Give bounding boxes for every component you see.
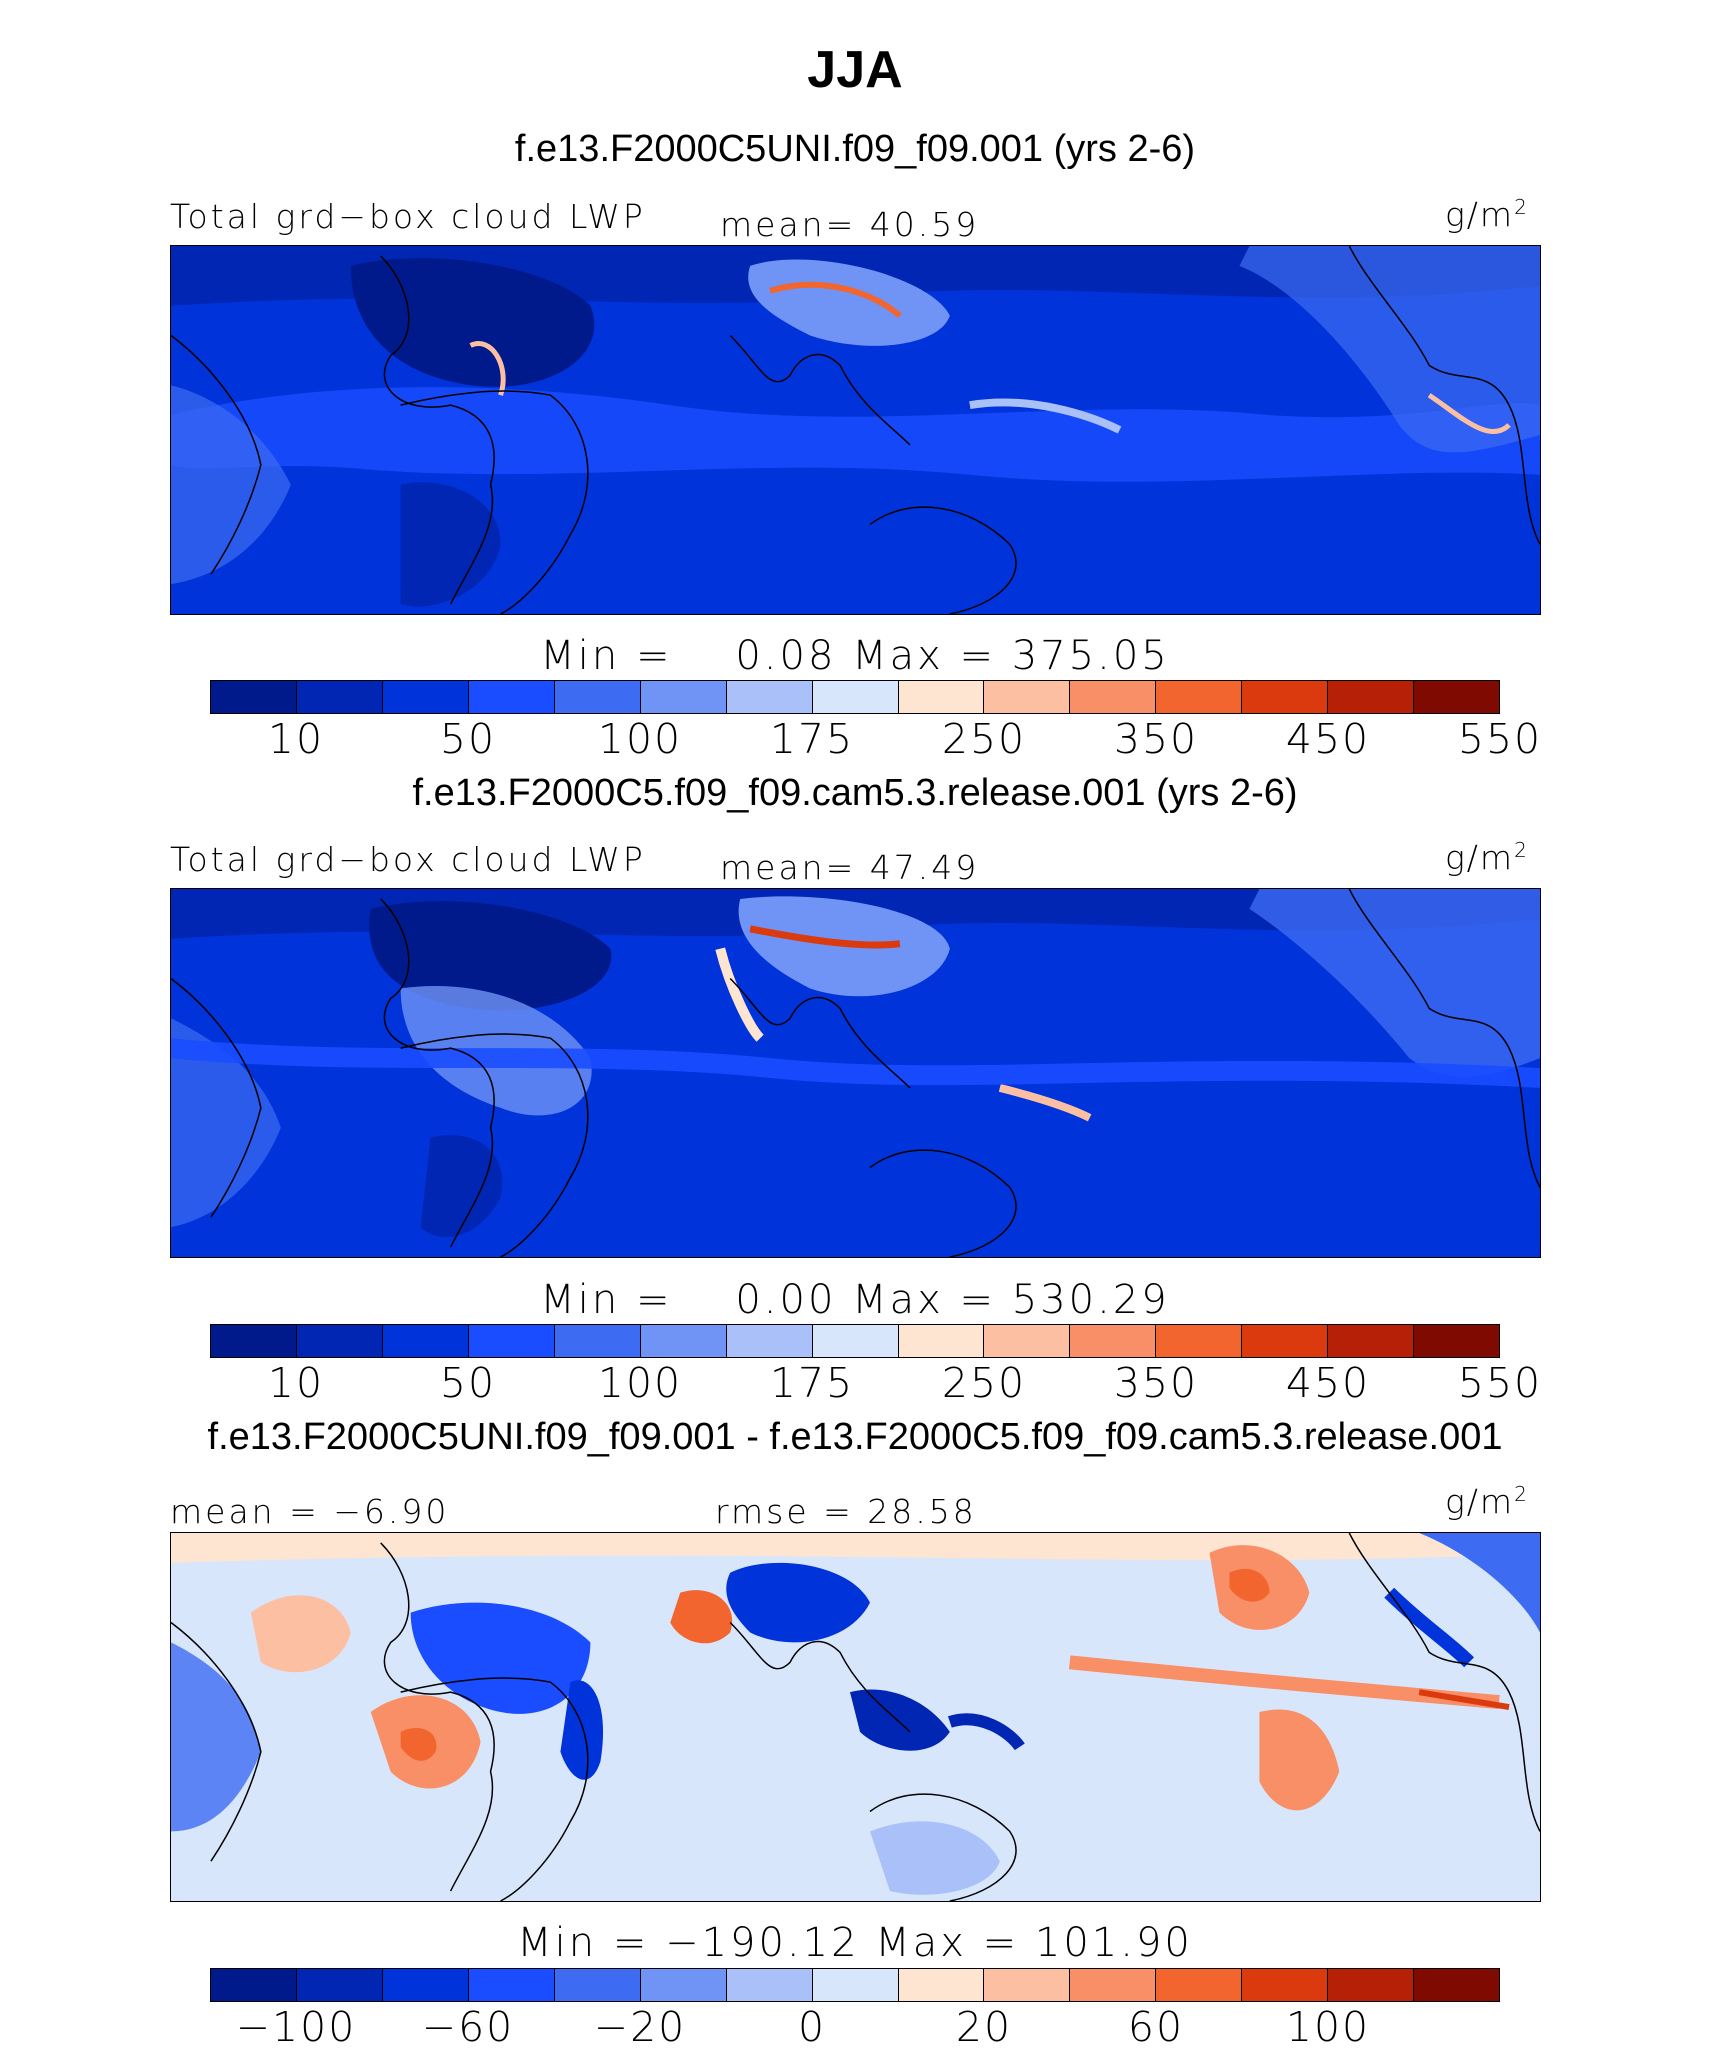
colorbar-tick-label: 175 — [769, 715, 855, 763]
colorbar-tick-label: 100 — [1285, 2003, 1371, 2051]
panel-3-case-title: f.e13.F2000C5UNI.f09_f09.001 - f.e13.F20… — [207, 1416, 1503, 1458]
colorbar-tick-label: 350 — [1113, 715, 1199, 763]
panel-2-unit-label: g/m2 — [1445, 838, 1529, 877]
panel-1-colorbar-swatch-4 — [468, 681, 555, 713]
colorbar-tick-label: −100 — [235, 2003, 357, 2051]
panel-3-coastlines — [171, 1533, 1540, 1901]
colorbar-tick-label: 350 — [1113, 1359, 1199, 1407]
panel-3-rmse-label: rmse = 28.58 — [715, 1492, 977, 1531]
panel-3-colorbar-swatch-3 — [382, 1969, 469, 2001]
colorbar-tick-label: 450 — [1285, 1359, 1371, 1407]
panel-1-colorbar-swatch-9 — [898, 681, 985, 713]
colorbar-tick-label: 550 — [1457, 1359, 1543, 1407]
panel-2-coastlines — [171, 889, 1540, 1257]
panel-3-colorbar-swatch-15 — [1414, 1969, 1500, 2001]
colorbar-tick-label: 20 — [955, 2003, 1013, 2051]
panel-1-colorbar-swatch-2 — [296, 681, 383, 713]
colorbar-tick-label: 0 — [797, 2003, 827, 2051]
panel-3-colorbar-swatch-1 — [211, 1969, 297, 2001]
panel-3-colorbar-swatch-13 — [1242, 1969, 1329, 2001]
panel-2-colorbar-swatch-4 — [468, 1325, 555, 1357]
panel-1-colorbar-swatch-13 — [1242, 681, 1329, 713]
panel-3-colorbar-swatch-7 — [726, 1969, 813, 2001]
panel-1-colorbar-swatch-3 — [382, 681, 469, 713]
colorbar-tick-label: 60 — [1127, 2003, 1185, 2051]
panel-2-colorbar-swatch-3 — [382, 1325, 469, 1357]
panel-3-colorbar-swatch-10 — [984, 1969, 1071, 2001]
panel-3-map — [170, 1532, 1541, 1902]
panel-3-colorbar-swatch-4 — [468, 1969, 555, 2001]
panel-1-case-title: f.e13.F2000C5UNI.f09_f09.001 (yrs 2-6) — [514, 128, 1196, 170]
panel-2-case-title: f.e13.F2000C5.f09_f09.cam5.3.release.001… — [412, 772, 1298, 814]
panel-1-colorbar — [210, 680, 1500, 714]
panel-2-colorbar-swatch-15 — [1414, 1325, 1500, 1357]
colorbar-tick-label: 450 — [1285, 715, 1371, 763]
colorbar-tick-label: 50 — [439, 1359, 497, 1407]
panel-2-colorbar-swatch-8 — [812, 1325, 899, 1357]
colorbar-tick-label: 250 — [941, 715, 1027, 763]
panel-2-colorbar-swatch-1 — [211, 1325, 297, 1357]
panel-3-colorbar-swatch-9 — [898, 1969, 985, 2001]
panel-3-colorbar-swatch-5 — [554, 1969, 641, 2001]
panel-2-colorbar-swatch-11 — [1070, 1325, 1157, 1357]
colorbar-tick-label: −20 — [593, 2003, 687, 2051]
colorbar-tick-label: 250 — [941, 1359, 1027, 1407]
panel-1-map — [170, 245, 1541, 615]
colorbar-tick-label: −60 — [421, 2003, 515, 2051]
panel-3-colorbar-swatch-6 — [640, 1969, 727, 2001]
panel-2-colorbar-swatch-9 — [898, 1325, 985, 1357]
panel-3-colorbar-swatch-2 — [296, 1969, 383, 2001]
panel-1-unit-label: g/m2 — [1445, 195, 1529, 234]
panel-1-colorbar-swatch-7 — [726, 681, 813, 713]
colorbar-tick-label: 550 — [1457, 715, 1543, 763]
panel-1-colorbar-swatch-5 — [554, 681, 641, 713]
figure-title: JJA — [807, 41, 903, 99]
panel-2-colorbar — [210, 1324, 1500, 1358]
panel-1-colorbar-swatch-8 — [812, 681, 899, 713]
panel-3-colorbar-swatch-11 — [1070, 1969, 1157, 2001]
panel-3-colorbar-swatch-12 — [1156, 1969, 1243, 2001]
panel-2-colorbar-swatch-12 — [1156, 1325, 1243, 1357]
panel-1-map-canvas — [171, 246, 1540, 614]
panel-1-minmax: Min = 0.08 Max = 375.05 — [540, 633, 1170, 679]
panel-1-colorbar-swatch-10 — [984, 681, 1071, 713]
panel-2-variable-label: Total grd−box cloud LWP — [170, 840, 646, 879]
panel-2-map — [170, 888, 1541, 1258]
panel-1-variable-label: Total grd−box cloud LWP — [170, 197, 646, 236]
panel-2-colorbar-swatch-5 — [554, 1325, 641, 1357]
colorbar-tick-label: 100 — [597, 715, 683, 763]
panel-3-map-canvas — [171, 1533, 1540, 1901]
colorbar-tick-label: 100 — [597, 1359, 683, 1407]
colorbar-tick-label: 175 — [769, 1359, 855, 1407]
panel-3-colorbar-swatch-8 — [812, 1969, 899, 2001]
panel-2-colorbar-swatch-7 — [726, 1325, 813, 1357]
panel-1-coastlines — [171, 246, 1540, 614]
colorbar-tick-label: 10 — [267, 1359, 325, 1407]
panel-2-colorbar-swatch-6 — [640, 1325, 727, 1357]
panel-2-colorbar-swatch-10 — [984, 1325, 1071, 1357]
colorbar-tick-label: 10 — [267, 715, 325, 763]
panel-3-unit-label: g/m2 — [1445, 1482, 1529, 1521]
panel-1-colorbar-swatch-12 — [1156, 681, 1243, 713]
panel-3-minmax: Min = −190.12 Max = 101.90 — [517, 1920, 1193, 1966]
panel-3-mean-label: mean = −6.90 — [170, 1492, 450, 1531]
panel-3-colorbar — [210, 1968, 1500, 2002]
panel-1-mean-label: mean= 40.59 — [720, 205, 980, 244]
panel-1-colorbar-swatch-6 — [640, 681, 727, 713]
panel-2-colorbar-swatch-14 — [1328, 1325, 1415, 1357]
panel-1-colorbar-swatch-11 — [1070, 681, 1157, 713]
panel-2-mean-label: mean= 47.49 — [720, 848, 980, 887]
panel-2-colorbar-swatch-2 — [296, 1325, 383, 1357]
panel-2-colorbar-swatch-13 — [1242, 1325, 1329, 1357]
panel-1-colorbar-swatch-15 — [1414, 681, 1500, 713]
panel-1-colorbar-swatch-14 — [1328, 681, 1415, 713]
panel-3-colorbar-swatch-14 — [1328, 1969, 1415, 2001]
panel-2-minmax: Min = 0.00 Max = 530.29 — [540, 1277, 1170, 1323]
colorbar-tick-label: 50 — [439, 715, 497, 763]
panel-2-map-canvas — [171, 889, 1540, 1257]
panel-1-colorbar-swatch-1 — [211, 681, 297, 713]
